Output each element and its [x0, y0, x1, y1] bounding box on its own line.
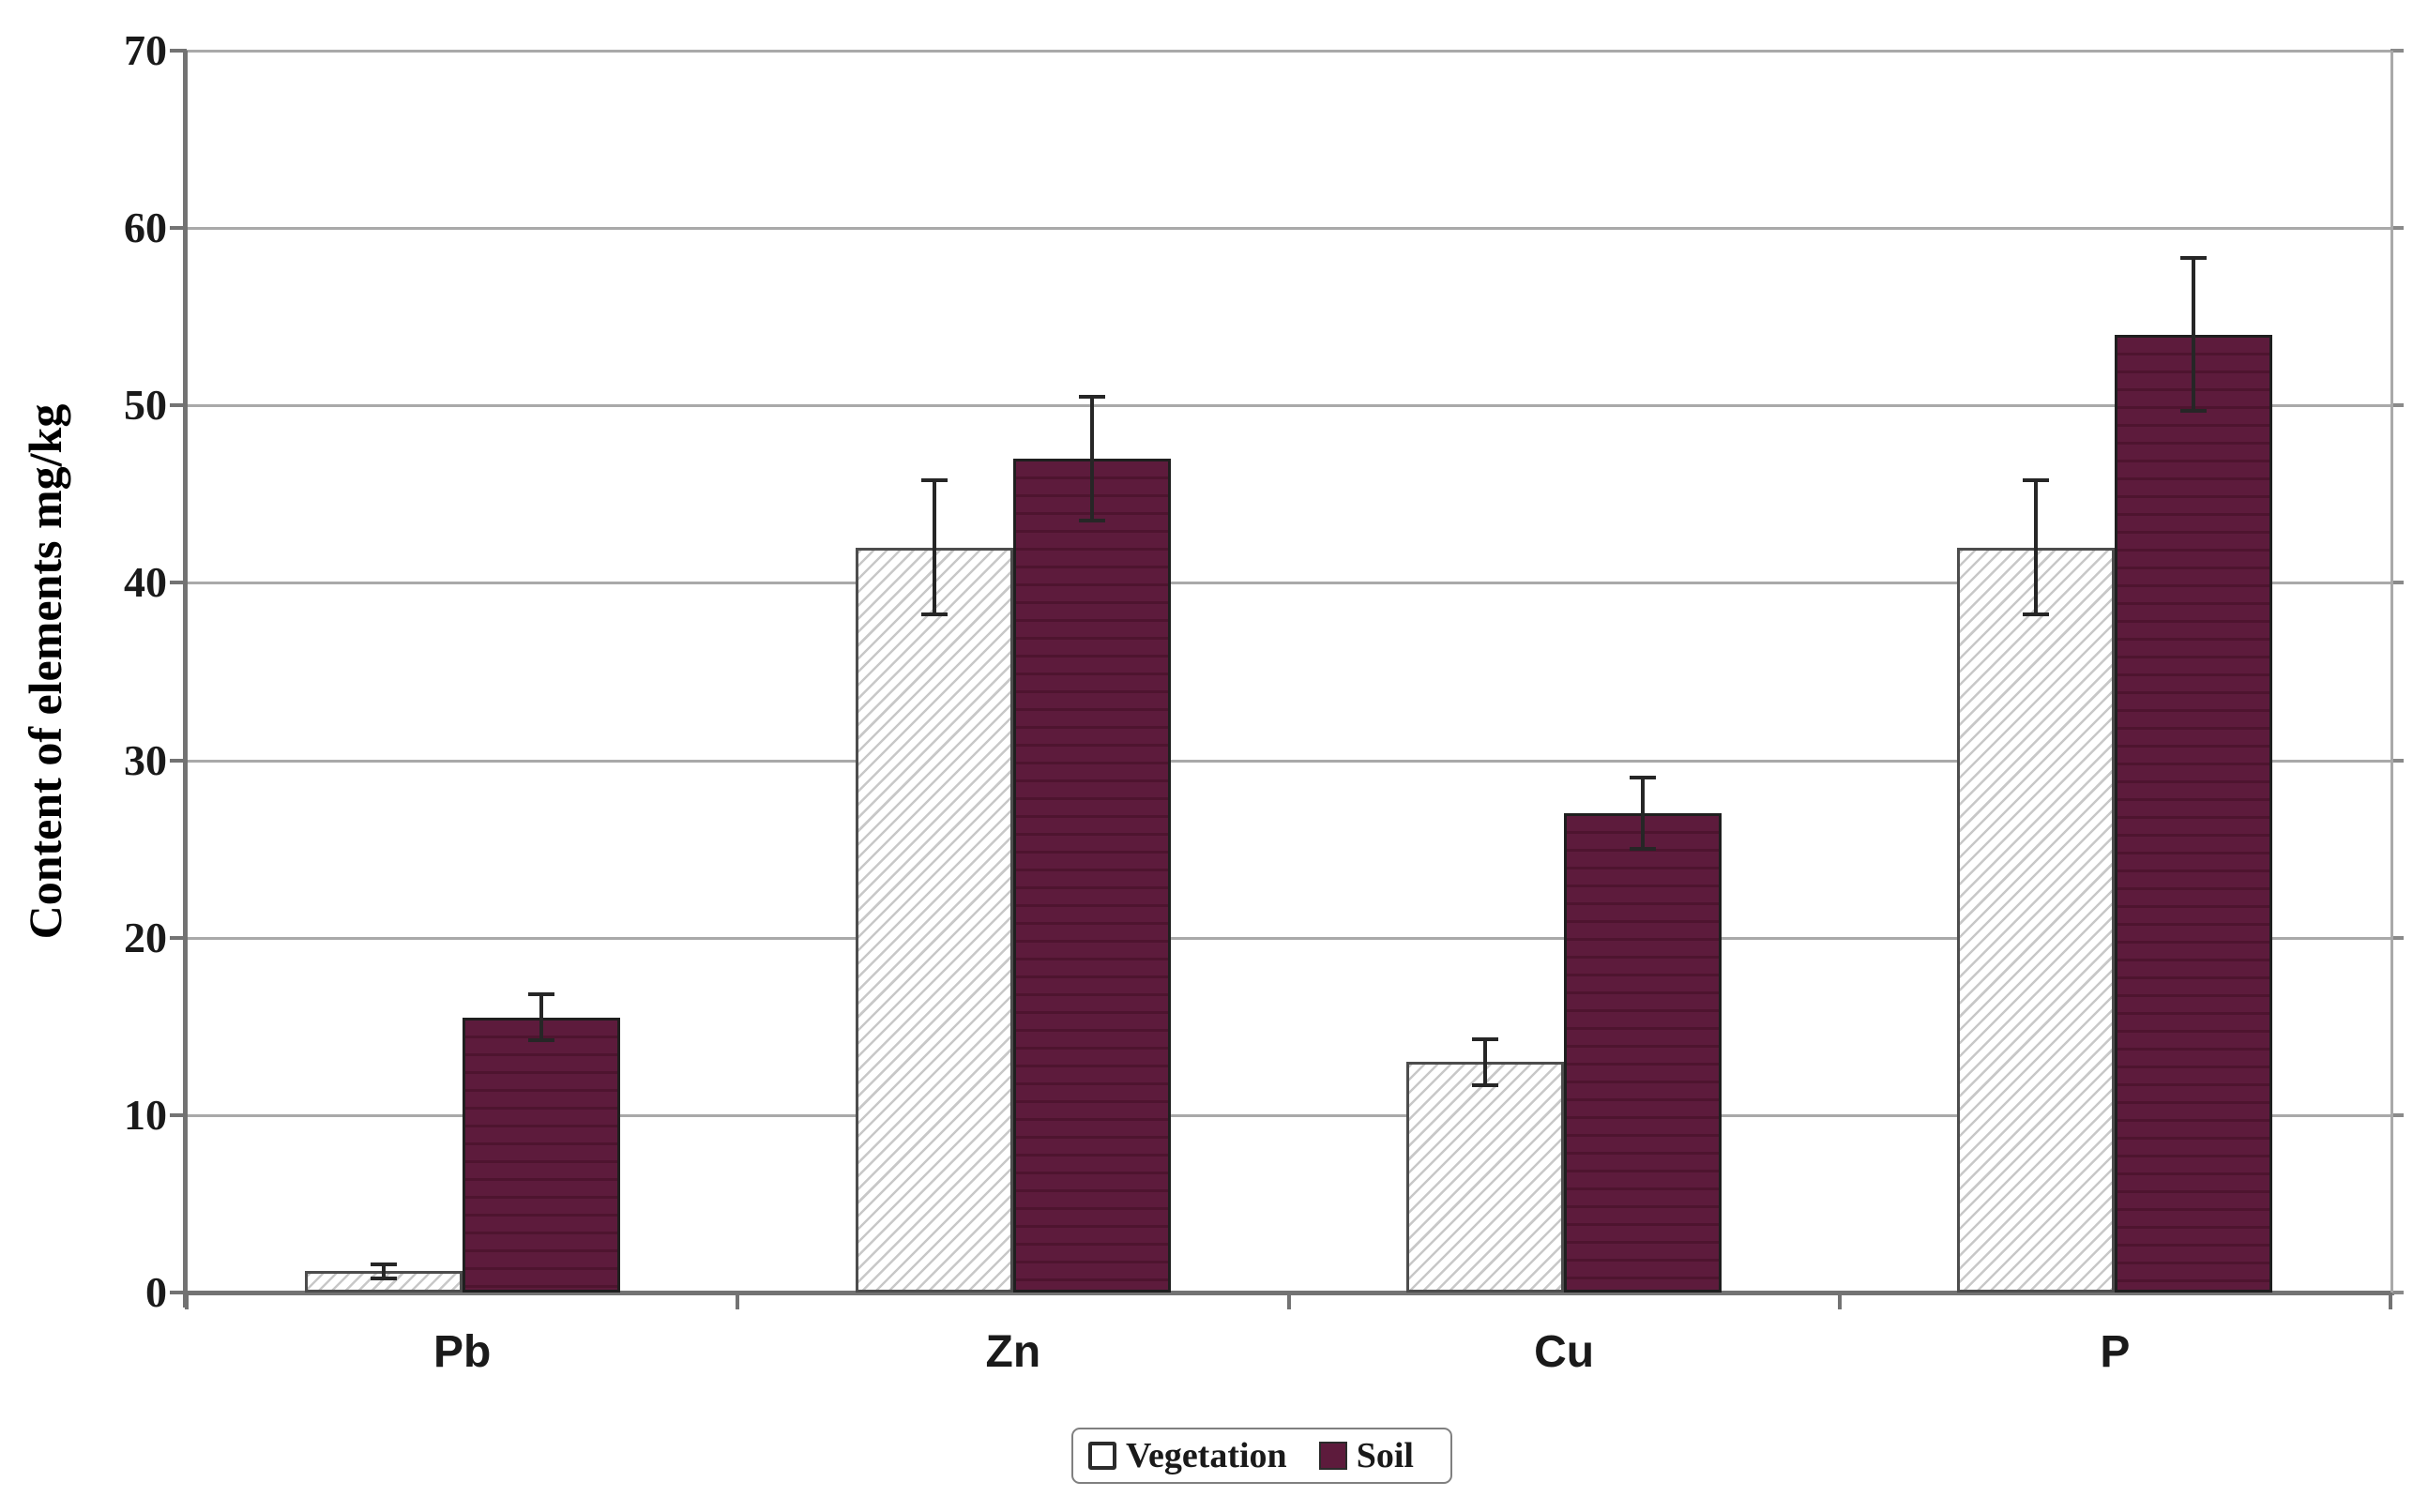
category-label-P: P [2100, 1327, 2131, 1377]
error-bar-soil-Zn [1089, 396, 1094, 522]
error-cap-top-soil-Cu [1630, 776, 1657, 780]
right-tick-10 [2390, 1112, 2404, 1117]
bar-soil-Cu [1564, 813, 1722, 1293]
error-cap-bottom-vegetation-Pb [370, 1276, 397, 1280]
gridline-y70 [187, 50, 2390, 53]
category-label-Cu: Cu [1534, 1327, 1595, 1377]
error-bar-vegetation-P [2034, 479, 2039, 615]
y-tick-30 [170, 758, 187, 763]
y-tick-60 [170, 226, 187, 231]
x-tick-3 [1837, 1293, 1842, 1309]
gridline-y30 [187, 759, 2390, 763]
error-cap-top-soil-Zn [1078, 394, 1105, 399]
error-bar-vegetation-Cu [1483, 1038, 1488, 1085]
error-cap-bottom-soil-Pb [527, 1038, 554, 1043]
x-tick-0 [185, 1293, 189, 1309]
y-tick-label-20: 20 [124, 913, 167, 961]
bar-vegetation-Cu [1406, 1062, 1565, 1293]
legend-label-vegetation: Vegetation [1126, 1436, 1287, 1475]
gridline-y40 [187, 582, 2390, 585]
error-bar-soil-Cu [1641, 778, 1646, 850]
x-tick-2 [1286, 1293, 1291, 1309]
error-bar-vegetation-Pb [381, 1263, 386, 1278]
plot-right-border [2390, 51, 2393, 1293]
y-tick-0 [170, 1291, 187, 1294]
error-cap-bottom-vegetation-Cu [1472, 1082, 1499, 1087]
gridline-y10 [187, 1113, 2390, 1117]
legend-item-vegetation: Vegetation [1088, 1435, 1287, 1476]
error-cap-bottom-soil-Zn [1078, 519, 1105, 523]
error-cap-top-vegetation-Zn [920, 477, 948, 482]
y-tick-20 [170, 935, 187, 940]
right-tick-60 [2390, 226, 2404, 231]
gridline-y20 [187, 936, 2390, 940]
category-label-Pb: Pb [433, 1327, 492, 1377]
y-tick-label-70: 70 [124, 26, 167, 74]
gridline-y60 [187, 227, 2390, 231]
error-cap-top-soil-Pb [527, 992, 554, 997]
legend: Vegetation Soil [1071, 1428, 1452, 1484]
right-tick-0 [2390, 1291, 2404, 1294]
right-tick-40 [2390, 581, 2404, 585]
error-cap-top-soil-P [2180, 256, 2208, 261]
error-bar-soil-P [2192, 258, 2196, 411]
legend-label-soil: Soil [1356, 1436, 1414, 1475]
y-tick-50 [170, 403, 187, 408]
y-tick-label-10: 10 [124, 1090, 167, 1139]
right-tick-30 [2390, 758, 2404, 763]
error-cap-bottom-soil-Cu [1630, 847, 1657, 852]
y-tick-40 [170, 581, 187, 585]
vegetation-swatch-icon [1088, 1442, 1116, 1470]
y-tick-label-60: 60 [124, 204, 167, 252]
bar-vegetation-P [1957, 547, 2116, 1293]
category-label-Zn: Zn [985, 1327, 1041, 1377]
right-tick-20 [2390, 935, 2404, 940]
bar-soil-Zn [1012, 459, 1171, 1293]
gridline-y50 [187, 404, 2390, 408]
x-tick-4 [2389, 1293, 2392, 1309]
bar-soil-Pb [462, 1017, 620, 1293]
y-tick-label-40: 40 [124, 558, 167, 607]
y-axis-line [183, 51, 188, 1308]
y-tick-label-50: 50 [124, 381, 167, 430]
error-bar-vegetation-Zn [932, 479, 936, 615]
bar-vegetation-Zn [855, 547, 1013, 1293]
error-cap-top-vegetation-P [2023, 477, 2050, 482]
bar-soil-P [2115, 334, 2273, 1293]
y-tick-10 [170, 1112, 187, 1117]
error-cap-bottom-soil-P [2180, 408, 2208, 413]
error-cap-top-vegetation-Pb [370, 1262, 397, 1266]
right-tick-50 [2390, 403, 2404, 408]
error-bar-soil-Pb [539, 994, 543, 1041]
y-tick-label-0: 0 [145, 1268, 167, 1316]
error-cap-bottom-vegetation-P [2023, 612, 2050, 617]
soil-swatch-icon [1318, 1442, 1347, 1470]
error-cap-top-vegetation-Cu [1472, 1036, 1499, 1041]
error-cap-bottom-vegetation-Zn [920, 612, 948, 617]
x-tick-1 [736, 1293, 740, 1309]
right-tick-70 [2390, 49, 2404, 53]
y-tick-70 [170, 49, 187, 53]
legend-item-soil: Soil [1318, 1435, 1414, 1476]
y-tick-label-30: 30 [124, 735, 167, 784]
